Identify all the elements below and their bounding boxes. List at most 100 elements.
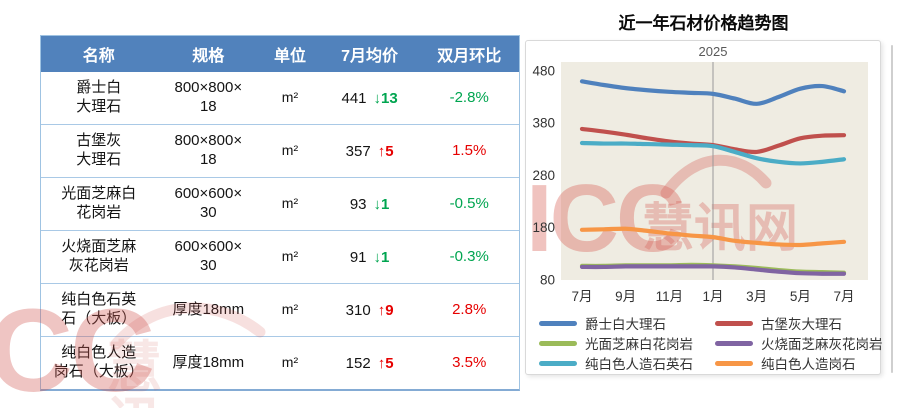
material-name-cell: 火烧面芝麻 灰花岗岩 bbox=[61, 238, 137, 274]
svg-text:7月: 7月 bbox=[833, 289, 854, 304]
legend-color-swatch bbox=[715, 340, 753, 346]
svg-text:2025: 2025 bbox=[699, 44, 728, 59]
unit-cell: m² bbox=[281, 89, 299, 105]
price-cell: 357 ↑5 bbox=[320, 143, 420, 160]
table-row: 纯白色石英 石（大板） 厚度18mm m² 310 ↑9 2.8% bbox=[41, 283, 519, 336]
up-arrow-delta: ↑5 bbox=[377, 354, 394, 372]
legend-color-swatch bbox=[715, 360, 753, 366]
vertical-divider-line bbox=[891, 45, 893, 373]
spec-cell: 800×800× 18 bbox=[174, 132, 243, 168]
svg-text:7月: 7月 bbox=[571, 289, 592, 304]
mom-percent-value: -0.5% bbox=[449, 195, 489, 212]
legend-color-swatch bbox=[539, 360, 577, 366]
legend-item: 古堡灰大理石 bbox=[715, 313, 883, 333]
down-arrow-delta: ↓1 bbox=[373, 248, 390, 266]
price-cell: 93 ↓1 bbox=[320, 196, 420, 213]
material-name-cell: 古堡灰 大理石 bbox=[76, 132, 122, 168]
mom-percent-value: -0.3% bbox=[449, 248, 489, 265]
legend-label: 火烧面芝麻灰花岗岩 bbox=[761, 337, 883, 352]
svg-text:480: 480 bbox=[532, 63, 555, 78]
table-row: 古堡灰 大理石 800×800× 18 m² 357 ↑5 1.5% bbox=[41, 124, 519, 177]
svg-text:180: 180 bbox=[532, 220, 555, 235]
mom-percent-cell: -0.3% bbox=[419, 248, 519, 266]
legend-color-swatch bbox=[715, 320, 753, 326]
svg-text:280: 280 bbox=[532, 168, 555, 183]
svg-text:ICC: ICC bbox=[526, 165, 683, 272]
spec-cell: 厚度18mm bbox=[172, 353, 245, 371]
legend-item: 爵士白大理石 bbox=[539, 313, 715, 333]
legend-label: 光面芝麻白花岗岩 bbox=[585, 337, 693, 352]
table-row: 纯白色人造 岗石（大板） 厚度18mm m² 152 ↑5 3.5% bbox=[41, 336, 519, 389]
svg-text:380: 380 bbox=[532, 116, 555, 131]
mom-percent-cell: 2.8% bbox=[419, 301, 519, 319]
legend-item: 纯白色人造石英石 bbox=[539, 353, 715, 373]
trend-chart: 2025 ICC 慧讯网 80 180 280 380 480 7月 9月 11月 1月 3月 5月 7月 bbox=[525, 40, 881, 375]
spec-cell: 厚度18mm bbox=[172, 300, 245, 318]
spec-cell: 600×600× 30 bbox=[174, 238, 243, 274]
header-july-avg-price: 7月均价 bbox=[341, 48, 399, 65]
legend-color-swatch bbox=[539, 320, 577, 326]
price-value: 93 bbox=[349, 195, 367, 213]
legend-label: 纯白色人造岗石 bbox=[761, 357, 856, 372]
chart-title: 近一年石材价格趋势图 bbox=[618, 14, 789, 33]
price-value: 152 bbox=[345, 354, 371, 372]
svg-text:5月: 5月 bbox=[790, 289, 811, 304]
mom-percent-value: -2.8% bbox=[449, 89, 489, 106]
down-arrow-delta: ↓13 bbox=[373, 89, 398, 107]
unit-cell: m² bbox=[281, 195, 299, 211]
spec-cell: 800×800× 18 bbox=[174, 79, 243, 115]
header-spec: 规格 bbox=[192, 48, 225, 65]
chart-legend: 爵士白大理石 古堡灰大理石光面芝麻白花岗岩 火烧面芝麻灰花岗岩纯白色人造石英石 纯白色… bbox=[527, 313, 883, 373]
table-row: 光面芝麻白 花岗岩 600×600× 30 m² 93 ↓1 -0.5% bbox=[41, 177, 519, 230]
price-table: 名称 规格 单位 7月均价 双月环比 爵士白 大理石 800×800× 18 m² 4… bbox=[40, 35, 520, 391]
unit-cell: m² bbox=[281, 248, 299, 264]
material-name-cell: 纯白色人造 岗石（大板） bbox=[53, 344, 144, 380]
table-row: 火烧面芝麻 灰花岗岩 600×600× 30 m² 91 ↓1 -0.3% bbox=[41, 230, 519, 283]
price-cell: 152 ↑5 bbox=[320, 355, 420, 372]
price-value: 91 bbox=[349, 248, 367, 266]
legend-label: 爵士白大理石 bbox=[585, 317, 666, 332]
legend-item: 火烧面芝麻灰花岗岩 bbox=[715, 333, 883, 353]
spec-cell: 600×600× 30 bbox=[174, 185, 243, 221]
legend-color-swatch bbox=[539, 340, 577, 346]
table-row: 爵士白 大理石 800×800× 18 m² 441 ↓13 -2.8% bbox=[41, 72, 519, 124]
mom-percent-cell: 1.5% bbox=[419, 142, 519, 160]
header-unit: 单位 bbox=[273, 48, 306, 65]
mom-percent-value: 3.5% bbox=[452, 354, 487, 371]
mom-percent-cell: 3.5% bbox=[419, 354, 519, 372]
mom-percent-value: 1.5% bbox=[452, 142, 487, 159]
svg-text:11月: 11月 bbox=[656, 289, 684, 304]
svg-text:1月: 1月 bbox=[702, 289, 723, 304]
price-cell: 441 ↓13 bbox=[320, 90, 420, 107]
unit-cell: m² bbox=[281, 301, 299, 317]
svg-text:3月: 3月 bbox=[746, 289, 767, 304]
legend-item: 纯白色人造岗石 bbox=[715, 353, 883, 373]
price-value: 441 bbox=[341, 89, 367, 107]
price-cell: 310 ↑9 bbox=[320, 302, 420, 319]
price-value: 357 bbox=[345, 142, 371, 160]
legend-item: 光面芝麻白花岗岩 bbox=[539, 333, 715, 353]
svg-text:9月: 9月 bbox=[615, 289, 636, 304]
table-body: 爵士白 大理石 800×800× 18 m² 441 ↓13 -2.8% 古堡灰 大理石 80… bbox=[41, 72, 519, 389]
legend-label: 纯白色人造石英石 bbox=[585, 357, 693, 372]
material-name-cell: 光面芝麻白 花岗岩 bbox=[61, 185, 137, 221]
header-bimonthly-change: 双月环比 bbox=[437, 48, 502, 65]
mom-percent-cell: -2.8% bbox=[419, 89, 519, 107]
price-value: 310 bbox=[345, 301, 371, 319]
svg-text:80: 80 bbox=[540, 273, 555, 288]
material-name-cell: 纯白色石英 石（大板） bbox=[61, 291, 137, 327]
up-arrow-delta: ↑9 bbox=[377, 301, 394, 319]
unit-cell: m² bbox=[281, 142, 299, 158]
material-name-cell: 爵士白 大理石 bbox=[76, 79, 122, 115]
mom-percent-value: 2.8% bbox=[452, 301, 487, 318]
header-name: 名称 bbox=[82, 48, 115, 65]
up-arrow-delta: ↑5 bbox=[377, 142, 394, 160]
unit-cell: m² bbox=[281, 354, 299, 370]
legend-label: 古堡灰大理石 bbox=[761, 317, 842, 332]
table-header-row: 名称 规格 单位 7月均价 双月环比 bbox=[41, 36, 519, 72]
down-arrow-delta: ↓1 bbox=[373, 195, 390, 213]
mom-percent-cell: -0.5% bbox=[419, 195, 519, 213]
svg-text:慧讯网: 慧讯网 bbox=[642, 200, 798, 258]
